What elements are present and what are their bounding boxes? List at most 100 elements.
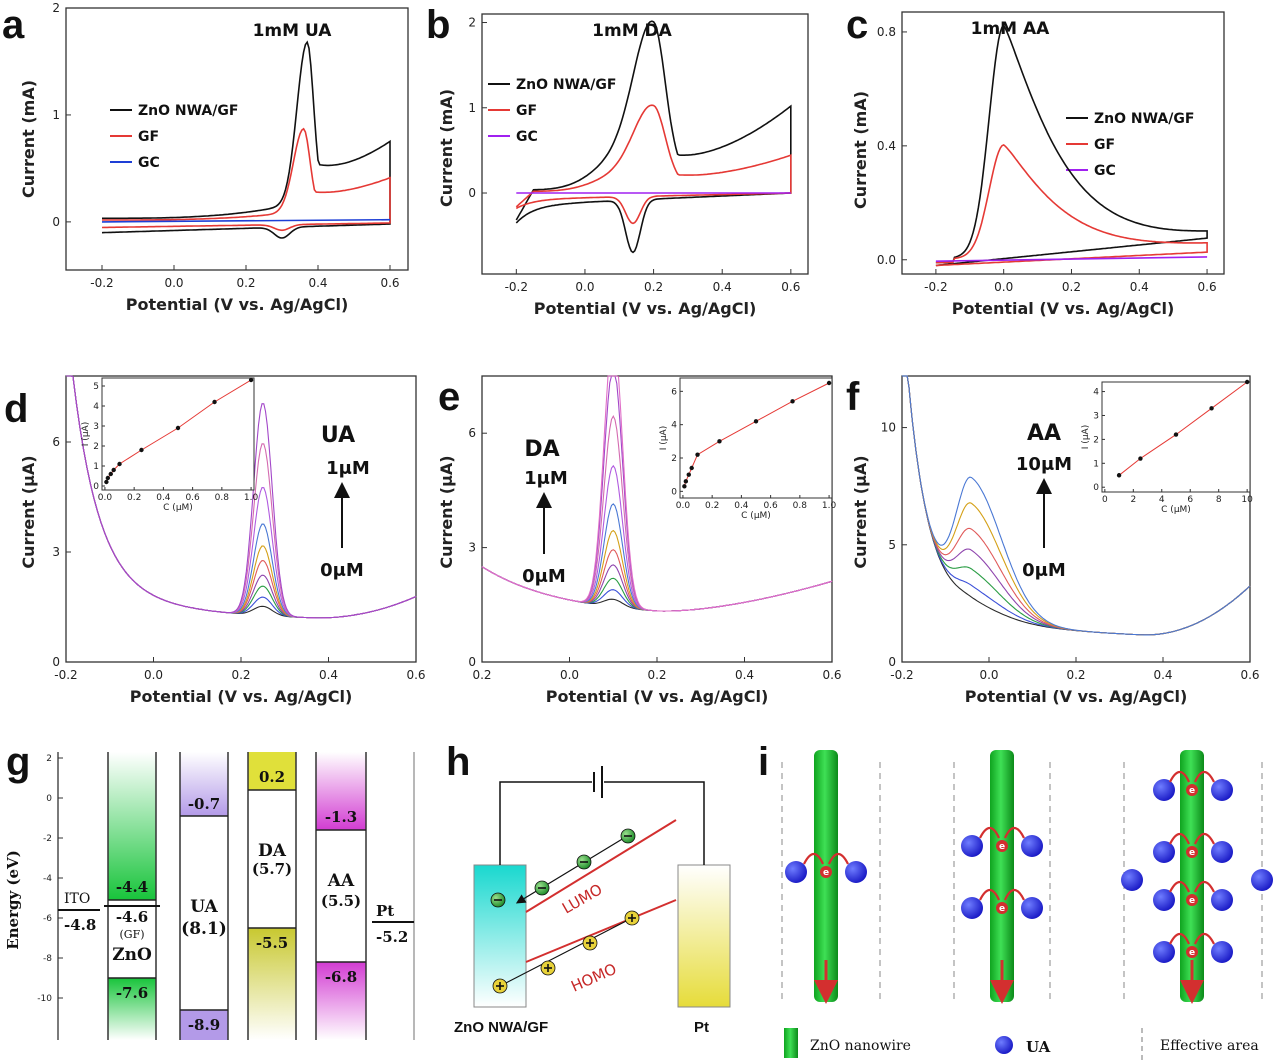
inset-data-point: [117, 461, 122, 467]
da-name: DA: [258, 841, 287, 861]
ua-molecule: [1153, 941, 1175, 963]
energy-tick-label: -6: [43, 914, 52, 924]
ua-molecule: [1153, 779, 1175, 801]
inset-y-tick: 0: [671, 487, 677, 497]
inset-data-point: [790, 399, 795, 404]
x-tick-label: 0.4: [735, 668, 754, 682]
legend-label: GF: [1094, 137, 1115, 153]
arrow-bottom-label: 0μM: [320, 560, 364, 581]
analyte-label: DA: [524, 437, 559, 462]
x-tick-label: 0.0: [994, 280, 1013, 294]
arrow-top-label: 1μM: [524, 468, 568, 489]
inset-x-tick: 4: [1159, 495, 1165, 505]
y-axis-label: Current (mA): [437, 89, 456, 207]
chart-a-cv-ua: -0.2 0.0 0.2 0.4 0.6 0 1 2 Potential (V vs. Ag/A…: [19, 1, 409, 314]
x-tick-label: -0.2: [505, 280, 528, 294]
inset-x-tick: 1.0: [822, 501, 837, 511]
y-axis-label: Current (μA): [851, 455, 870, 568]
y-tick-label: 10: [881, 421, 896, 435]
inset-x-tick: 0.6: [763, 501, 778, 511]
x-tick-label: 0.6: [406, 668, 425, 682]
legend-label: ZnO NWA/GF: [1094, 111, 1194, 127]
legend-label: GC: [1094, 163, 1116, 179]
inset-y-tick: 0: [1093, 483, 1099, 493]
electron-transfer-path: [1169, 932, 1191, 945]
ua-molecule: [1021, 897, 1043, 919]
ua-molecule: [1211, 941, 1233, 963]
inset-x-label: C (μM): [163, 503, 193, 513]
ua-lumo-region: [180, 752, 228, 816]
ua-lumo-value: -0.7: [188, 795, 220, 813]
legend-label: GF: [138, 129, 159, 145]
y-tick-label: 6: [468, 426, 476, 440]
zno-valence-band: [108, 978, 156, 1040]
chart-e-dpv-da: 0.2 0.0 0.2 0.4 0.6 0 3 6 Potential (V vs. Ag/Ag…: [437, 375, 842, 706]
inset-x-tick: 0.8: [793, 501, 808, 511]
y-tick-label: 2: [468, 16, 476, 30]
zno-name: ZnO: [112, 945, 152, 965]
plot-frame: [901, 11, 1225, 275]
lumo-level-line: [525, 819, 677, 913]
inset-data-point: [682, 484, 687, 489]
aa-lumo-region: [316, 752, 366, 830]
ua-molecule: [1153, 841, 1175, 863]
inset-data-point: [1244, 379, 1250, 385]
panel-label-e: e: [438, 375, 460, 419]
energy-tick-label: -8: [43, 954, 52, 964]
inset-y-tick: 4: [93, 402, 99, 412]
x-tick-label: 0.6: [781, 280, 800, 294]
x-tick-label: 0.6: [822, 668, 841, 682]
electron-transfer-path: [803, 852, 825, 865]
series-line: [935, 24, 1208, 267]
plot-frame: [481, 13, 809, 275]
zno-conduction-band: [108, 752, 156, 900]
pt-label: Pt: [376, 902, 394, 920]
inset-y-tick: 2: [671, 454, 677, 464]
electron-symbol: e: [823, 868, 829, 878]
inset-data-point: [212, 399, 217, 405]
panel-label-i: i: [758, 740, 769, 784]
y-axis-label: Current (μA): [19, 455, 38, 568]
panel-label-f: f: [846, 375, 860, 419]
series-line: [515, 104, 792, 225]
hole-transfer-arrow: [499, 915, 637, 987]
inset-data-point: [111, 467, 116, 473]
x-axis-label: Potential (V vs. Ag/AgCl): [130, 687, 353, 706]
x-tick-label: 0.0: [164, 276, 183, 290]
ua-name: UA: [190, 897, 218, 917]
x-tick-label: 0.6: [1198, 280, 1217, 294]
da-homo-region: [248, 928, 296, 1040]
inset-data-point: [717, 439, 722, 444]
y-tick-label: 3: [468, 541, 476, 555]
inset-y-label: I (μA): [1081, 425, 1091, 449]
inset-y-tick: 2: [1093, 435, 1099, 445]
inset-y-label: I (μA): [81, 422, 91, 446]
y-tick-label: 1: [468, 101, 476, 115]
ua-molecule: [1121, 869, 1143, 891]
y-tick-label: 0.4: [877, 139, 896, 153]
y-tick-label: 0: [52, 655, 60, 669]
legend-label: GC: [138, 155, 160, 171]
aa-gap: (5.5): [321, 892, 361, 910]
panel-label-h: h: [446, 740, 470, 784]
inset-data-point: [695, 452, 700, 457]
inset-y-tick: 5: [93, 382, 99, 392]
inset-x-tick: 8: [1216, 495, 1222, 505]
inset-data-point: [686, 472, 691, 477]
series-line: [101, 127, 391, 232]
inset-data-point: [105, 475, 111, 481]
legend-ua-swatch: [995, 1036, 1013, 1054]
chart-b-cv-da: -0.2 0.0 0.2 0.4 0.6 0 1 2 Potential (V vs. Ag/A…: [437, 13, 809, 318]
legend-nanowire-swatch: [784, 1028, 798, 1058]
electron-marker: [1186, 894, 1198, 906]
plot-frame: [65, 7, 409, 271]
inset-y-tick: 3: [1093, 411, 1099, 421]
x-tick-label: 0.2: [472, 668, 491, 682]
energy-tick-label: 2: [46, 754, 52, 764]
legend-nanowire-label: ZnO nanowire: [810, 1038, 911, 1054]
x-tick-label: 0.4: [1130, 280, 1149, 294]
electron-symbol: e: [1189, 896, 1195, 906]
x-tick-label: -0.2: [54, 668, 77, 682]
y-tick-label: 0: [52, 215, 60, 229]
inset-x-tick: 10: [1241, 495, 1253, 505]
